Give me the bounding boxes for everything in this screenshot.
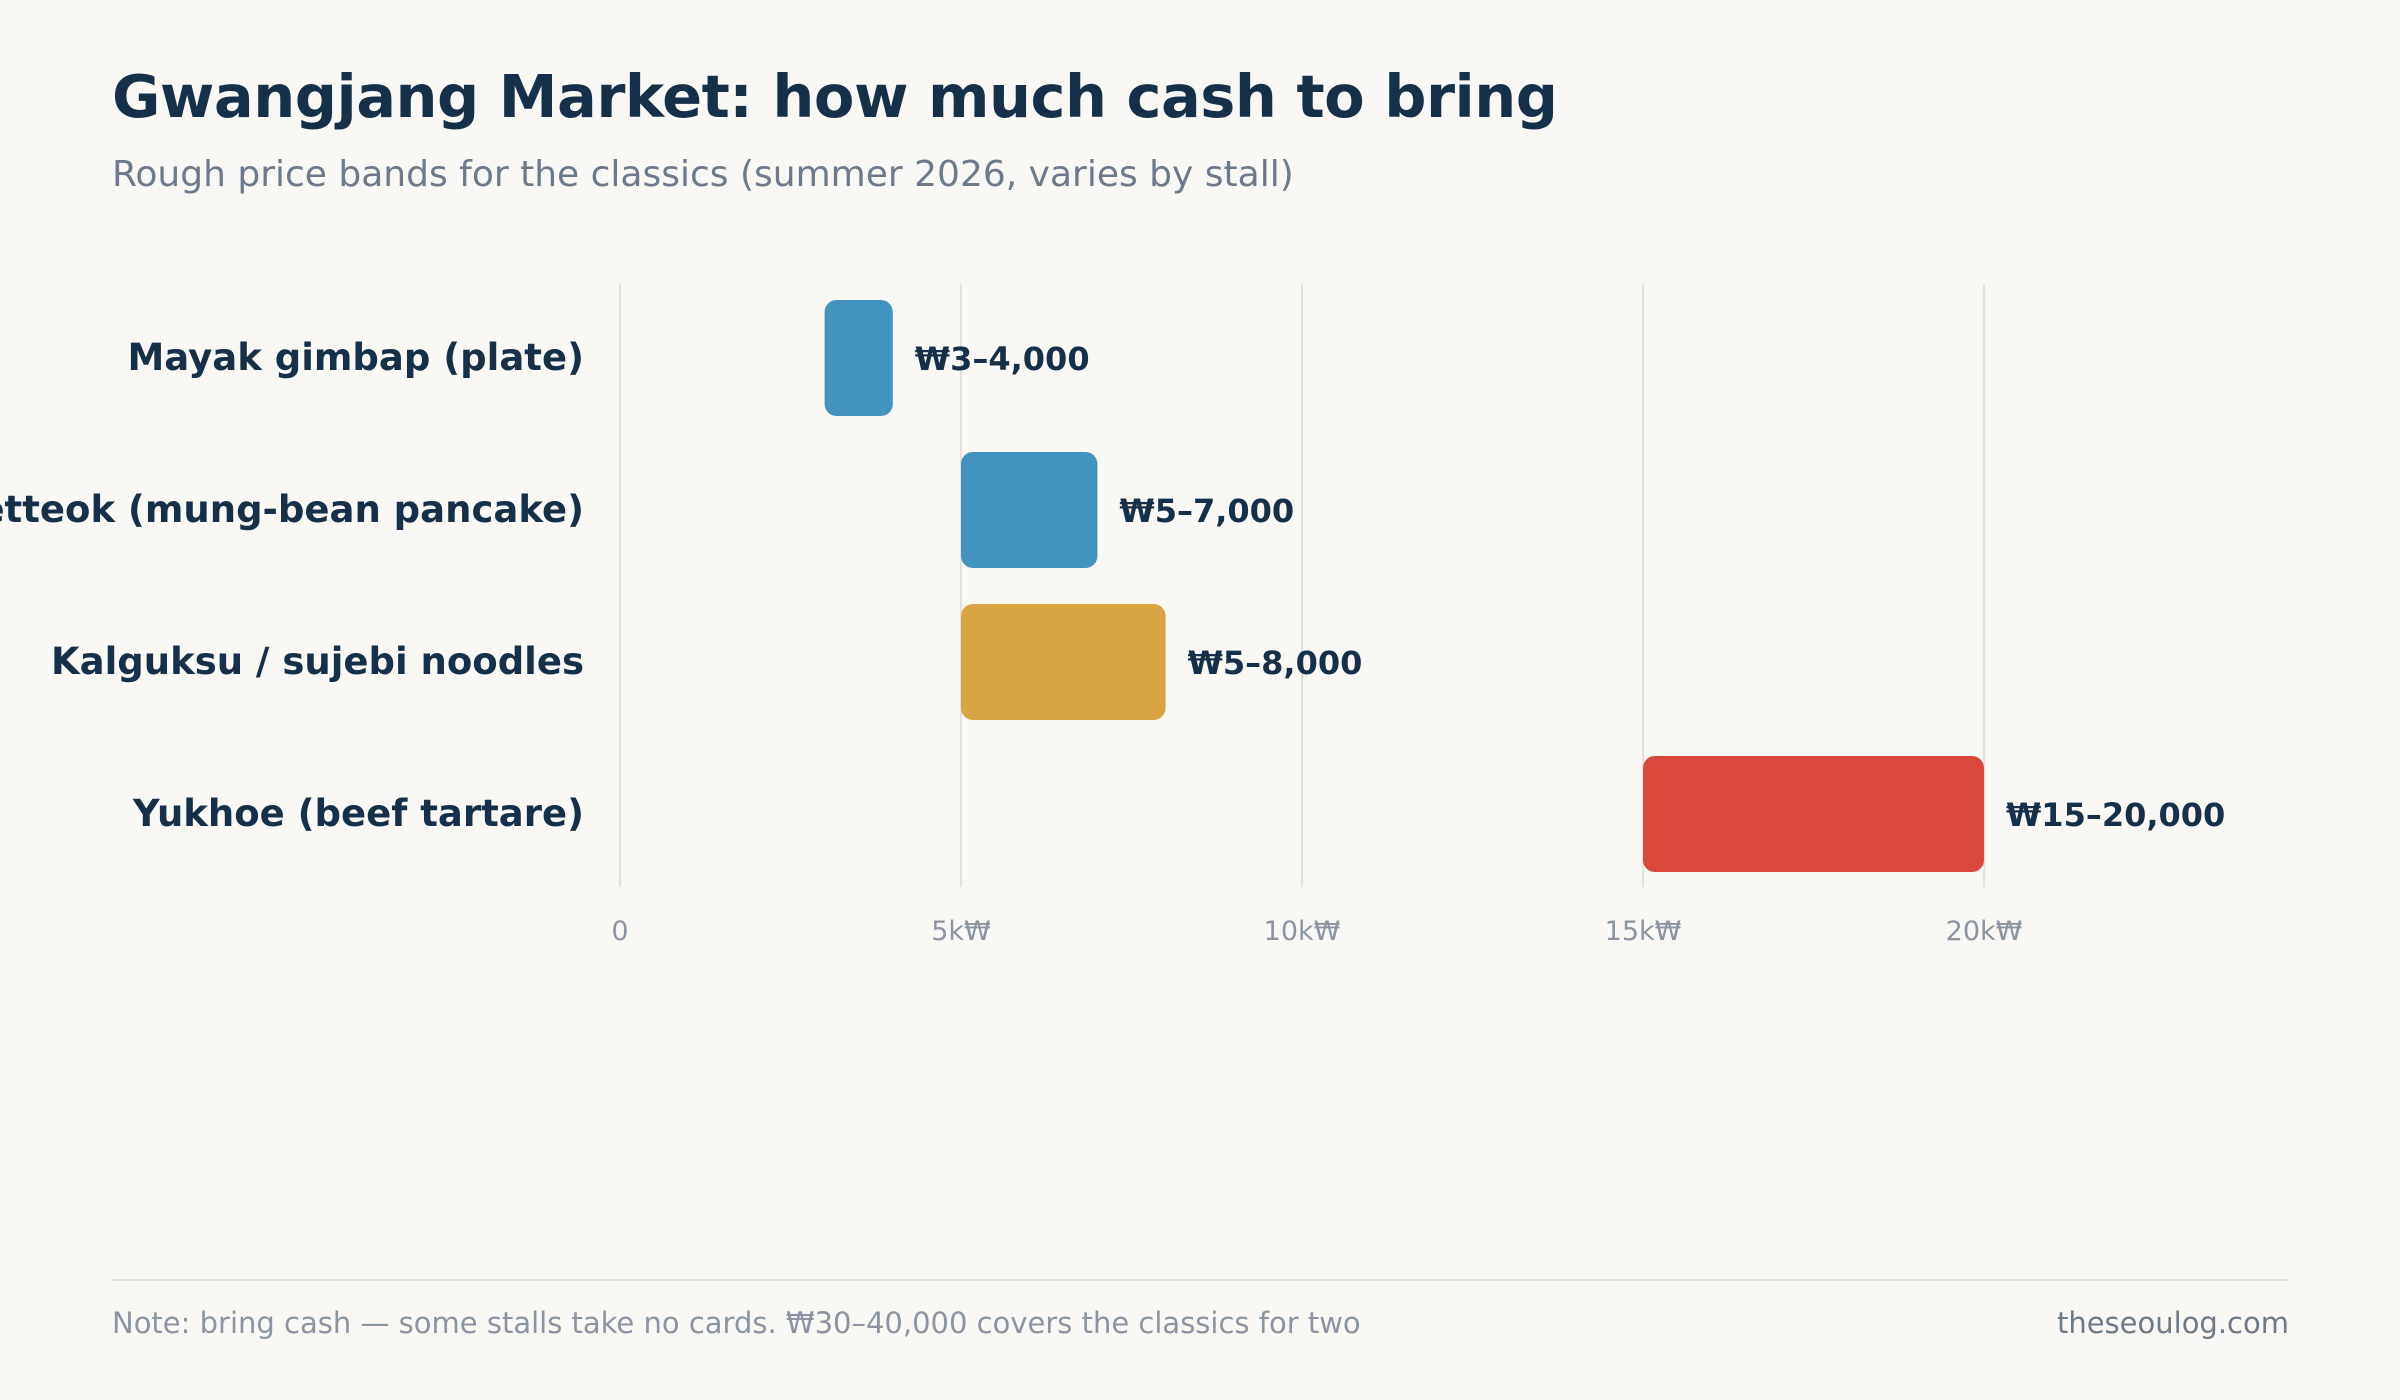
data-label: ₩3–4,000 (915, 340, 1090, 378)
data-label: ₩15–20,000 (2006, 796, 2225, 834)
category-label: Bindaetteok (mung-bean pancake) (0, 488, 584, 531)
range-bar (1643, 756, 1984, 872)
data-label: ₩5–7,000 (1119, 492, 1294, 530)
chart-title: Gwangjang Market: how much cash to bring (112, 62, 1558, 131)
x-tick-label: 15k₩ (1605, 916, 1682, 947)
range-bar (824, 300, 893, 416)
x-tick-label: 0 (611, 916, 628, 947)
range-bar (961, 604, 1166, 720)
category-label: Kalguksu / sujebi noodles (51, 640, 584, 683)
data-label: ₩5–8,000 (1188, 644, 1363, 682)
x-tick-label: 20k₩ (1946, 916, 2023, 947)
category-label: Yukhoe (beef tartare) (132, 792, 584, 835)
x-tick-label: 5k₩ (931, 916, 991, 947)
price-range-chart: 0 5k₩ 10k₩ 15k₩ 20k₩ Mayak gimbap (plate) ₩3–4… (0, 284, 2225, 947)
x-tick-label: 10k₩ (1264, 916, 1341, 947)
footer-note: Note: bring cash — some stalls take no c… (112, 1306, 1361, 1340)
chart-subtitle: Rough price bands for the classics (summ… (112, 154, 1294, 195)
category-label: Mayak gimbap (plate) (127, 336, 584, 379)
range-bar (961, 452, 1098, 568)
footer-divider (112, 1279, 2289, 1281)
source-credit: theseoulog.com (2056, 1306, 2289, 1340)
